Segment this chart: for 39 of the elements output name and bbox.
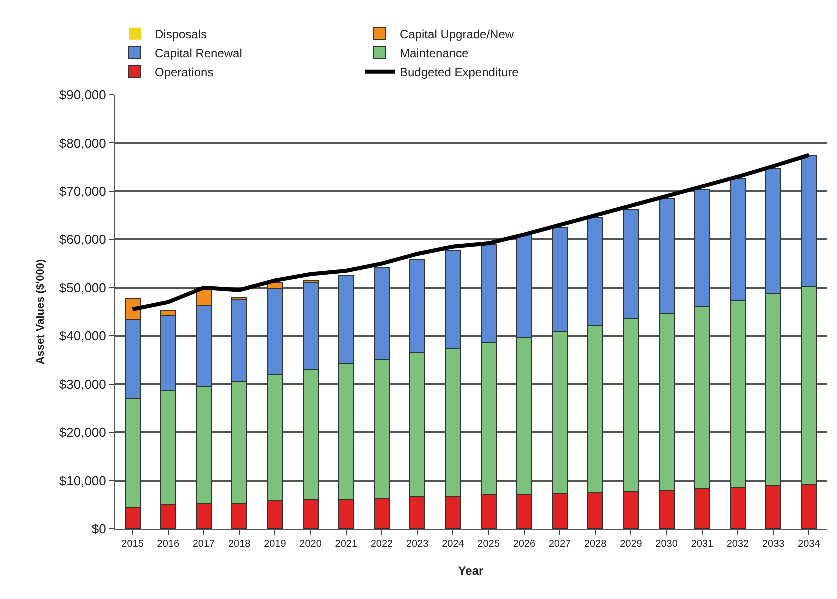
- x-tick-label: 2023: [406, 539, 430, 550]
- x-tick-label: 2034: [798, 539, 821, 550]
- x-tick-label: 2025: [478, 539, 500, 550]
- x-axis-title: Year: [458, 564, 484, 578]
- y-tick-label: $10,000: [59, 473, 106, 488]
- x-tick-label: 2017: [192, 539, 216, 550]
- y-tick-label: $60,000: [59, 232, 106, 248]
- legend-label: Operations: [155, 66, 214, 80]
- x-tick-label: 2026: [513, 539, 536, 550]
- legend-label: Maintenance: [400, 46, 470, 60]
- x-tick-label: 2032: [726, 539, 750, 550]
- x-tick-label: 2022: [370, 539, 394, 550]
- x-tick-label: 2016: [157, 539, 180, 550]
- legend-label: Budgeted Expenditure: [400, 66, 520, 80]
- x-tick-label: 2019: [264, 539, 287, 550]
- y-tick-label: $20,000: [59, 425, 106, 440]
- y-tick-label: $50,000: [59, 280, 106, 296]
- y-tick-label: $80,000: [59, 136, 106, 151]
- y-tick-label: $30,000: [59, 376, 106, 392]
- x-tick-label: 2024: [442, 539, 465, 550]
- x-tick-label: 2029: [620, 539, 643, 550]
- x-tick-label: 2018: [228, 539, 252, 550]
- x-tick-label: 2033: [762, 539, 786, 550]
- legend-label: Capital Renewal: [155, 46, 242, 60]
- y-axis-title: Asset Values ($'000): [35, 258, 48, 365]
- line-series: [130, 153, 812, 312]
- y-tick-label: $40,000: [59, 328, 106, 344]
- y-tick-label: $70,000: [59, 184, 106, 199]
- x-tick-label: 2015: [122, 539, 144, 550]
- x-tick-label: 2021: [335, 539, 358, 550]
- y-tick-label: $90,000: [59, 88, 106, 103]
- legend-label: Disposals: [155, 28, 208, 42]
- x-tick-label: 2030: [656, 539, 678, 550]
- x-tick-label: 2028: [584, 539, 608, 550]
- legend-label: Capital Upgrade/New: [400, 28, 514, 42]
- x-tick-label: 2027: [548, 539, 572, 550]
- x-tick-label: 2031: [691, 539, 714, 550]
- y-tick-label: $0: [92, 522, 106, 537]
- x-tick-label: 2020: [300, 539, 322, 550]
